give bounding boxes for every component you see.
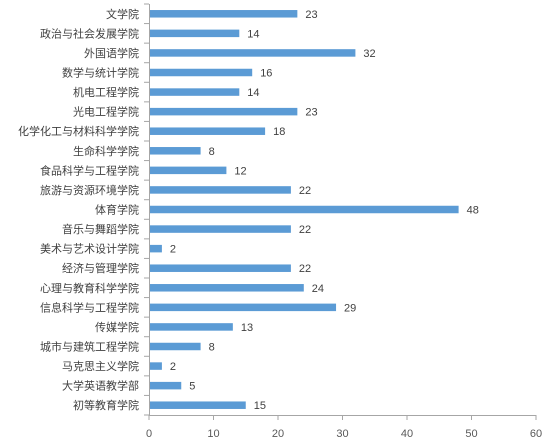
data-label: 12 bbox=[234, 165, 246, 177]
bar bbox=[149, 205, 459, 214]
x-tick-label: 50 bbox=[465, 428, 477, 440]
bar bbox=[149, 244, 162, 253]
bar bbox=[149, 10, 298, 18]
category-label: 大学英语教学部 bbox=[62, 379, 139, 393]
data-label: 22 bbox=[299, 185, 311, 197]
bar bbox=[149, 68, 253, 77]
category-label: 初等教育学院 bbox=[73, 398, 139, 412]
category-label: 文学院 bbox=[106, 7, 139, 21]
category-label: 外国语学院 bbox=[84, 46, 139, 60]
bar bbox=[149, 401, 246, 409]
bar bbox=[149, 166, 227, 175]
data-label: 16 bbox=[260, 68, 272, 80]
category-label: 传媒学院 bbox=[95, 320, 139, 334]
x-tick-label: 10 bbox=[207, 428, 219, 440]
bar bbox=[149, 107, 298, 116]
data-label: 24 bbox=[312, 283, 324, 295]
data-label: 2 bbox=[170, 361, 176, 373]
category-label: 旅游与资源环境学院 bbox=[40, 183, 139, 197]
category-label: 生命科学学院 bbox=[73, 144, 139, 158]
bar bbox=[149, 342, 201, 351]
category-label: 美术与艺术设计学院 bbox=[40, 242, 139, 256]
bar bbox=[149, 284, 304, 292]
data-label: 32 bbox=[363, 48, 375, 60]
category-label: 马克思主义学院 bbox=[62, 359, 139, 373]
data-label: 13 bbox=[241, 322, 253, 334]
data-label: 18 bbox=[273, 126, 285, 138]
category-label: 化学化工与材料科学学院 bbox=[18, 124, 139, 138]
bar bbox=[149, 381, 182, 390]
axes: 0 10 20 30 40 50 60 bbox=[144, 3, 542, 440]
bar bbox=[149, 29, 240, 38]
bars-layer bbox=[149, 10, 459, 409]
data-label: 48 bbox=[467, 205, 479, 217]
x-tick-label: 20 bbox=[272, 428, 284, 440]
data-label: 23 bbox=[305, 107, 317, 119]
data-label: 22 bbox=[299, 263, 311, 275]
data-label: 14 bbox=[247, 28, 259, 40]
bar bbox=[149, 303, 337, 312]
x-tick-label: 40 bbox=[401, 428, 413, 440]
bar bbox=[149, 362, 162, 370]
x-tick-label: 0 bbox=[146, 428, 152, 440]
bar bbox=[149, 323, 233, 331]
category-label: 食品科学与工程学院 bbox=[40, 163, 139, 177]
data-label: 8 bbox=[209, 146, 215, 158]
bar bbox=[149, 225, 291, 233]
bar bbox=[149, 264, 291, 272]
bar bbox=[149, 186, 291, 194]
data-label: 15 bbox=[254, 400, 266, 412]
bar bbox=[149, 88, 240, 96]
bar bbox=[149, 147, 201, 155]
category-labels: 文学院政治与社会发展学院外国语学院数学与统计学院机电工程学院光电工程学院化学化工… bbox=[18, 7, 139, 412]
category-label: 数学与统计学院 bbox=[62, 66, 139, 80]
category-label: 光电工程学院 bbox=[73, 105, 139, 119]
data-label: 29 bbox=[344, 302, 356, 314]
category-label: 机电工程学院 bbox=[73, 85, 139, 99]
data-label: 2 bbox=[170, 244, 176, 256]
category-label: 城市与建筑工程学院 bbox=[40, 340, 139, 354]
bar bbox=[149, 127, 266, 135]
category-label: 音乐与舞蹈学院 bbox=[62, 222, 139, 236]
data-label: 5 bbox=[189, 381, 195, 393]
x-tick-label: 30 bbox=[336, 428, 348, 440]
category-label: 政治与社会发展学院 bbox=[40, 26, 139, 40]
x-tick-label: 60 bbox=[530, 428, 542, 440]
data-label: 14 bbox=[247, 87, 259, 99]
category-label: 体育学院 bbox=[95, 203, 139, 217]
category-label: 心理与教育科学学院 bbox=[40, 281, 139, 295]
bar bbox=[149, 49, 356, 57]
category-label: 信息科学与工程学院 bbox=[40, 300, 139, 314]
data-label: 8 bbox=[209, 342, 215, 354]
data-label: 22 bbox=[299, 224, 311, 236]
data-label: 23 bbox=[305, 9, 317, 21]
category-label: 经济与管理学院 bbox=[62, 261, 139, 275]
